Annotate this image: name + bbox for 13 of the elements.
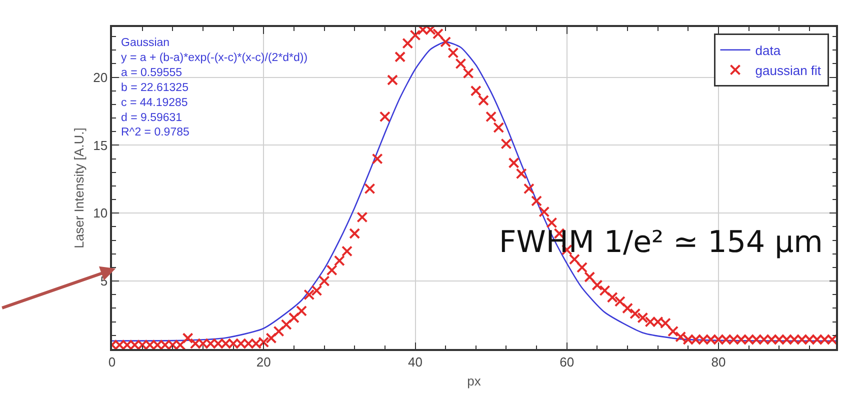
x-tick-label: 80 [711,354,726,370]
annotation: Gaussian y = a + (b-a)*exp(-(x-c)*(x-c)/(2*d*d)) a = 0.59555 b = 22.61325 c = 44.19285 d = 9.59631 R^2 = 0.9785 [121,37,308,139]
y-tick-label: 20 [93,70,108,85]
legend-label: data [755,42,782,58]
x-tick-label: 40 [408,354,422,370]
y-tick-label: 10 [93,206,108,221]
legend-label: gaussian fit [755,62,822,78]
x-tick-label: 0 [108,354,116,370]
x-tick-label: 60 [560,354,574,370]
y-axis-title: Laser Intensity [A.U.] [72,128,87,248]
x-tick-label: 20 [256,354,271,370]
x-axis-title: px [467,373,482,388]
y-tick-label: 15 [93,138,108,153]
